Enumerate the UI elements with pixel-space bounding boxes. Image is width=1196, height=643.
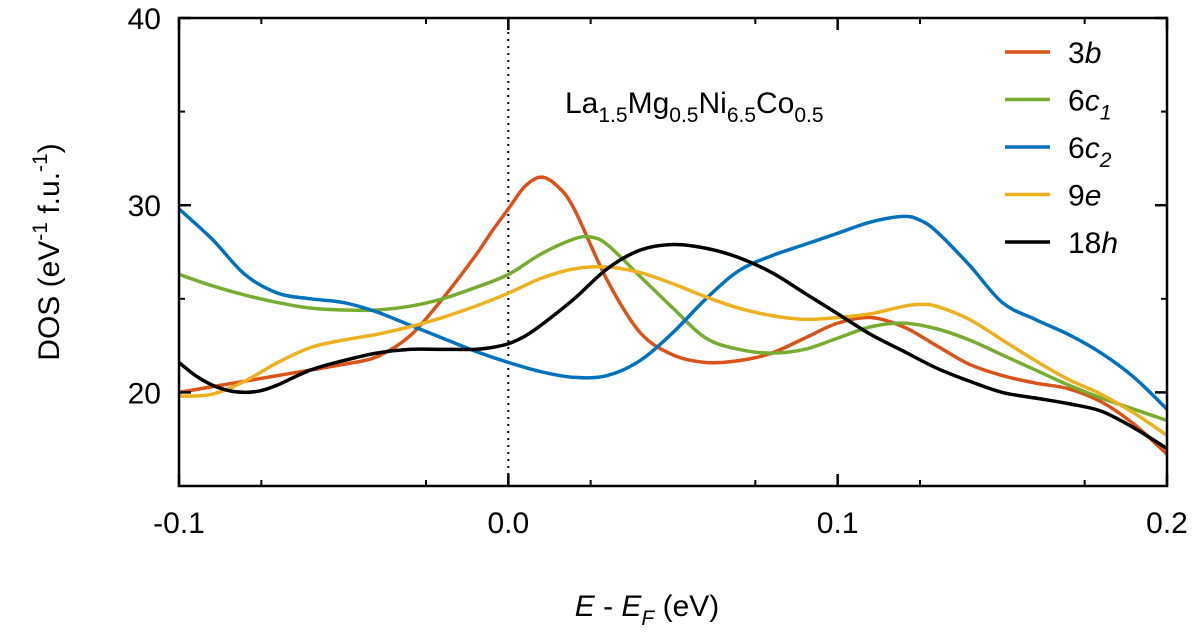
x-tick-label: 0.1 — [817, 507, 859, 540]
series-line-6c2 — [179, 207, 1167, 411]
compound-formula-annotation: La1.5Mg0.5Ni6.5Co0.5 — [565, 87, 824, 127]
series-layer — [179, 175, 1167, 456]
legend-label-6c1: 6c1 — [1068, 85, 1111, 125]
legend-label-6c2: 6c2 — [1068, 132, 1112, 172]
y-tick-label: 30 — [128, 190, 161, 223]
legend-label-3b: 3b — [1068, 37, 1101, 70]
x-tick-label: 0.0 — [487, 507, 529, 540]
y-axis-title: DOS (eV-1 f.u.-1) — [29, 143, 66, 360]
y-tick-label: 20 — [128, 377, 161, 410]
series-line-6c1 — [179, 234, 1167, 423]
ticks-layer — [177, 16, 1169, 486]
x-tick-label: 0.2 — [1146, 507, 1188, 540]
legend: 3b 6c1 6c2 9e 18h — [1005, 37, 1118, 260]
series-line-9e — [179, 264, 1167, 438]
series-line-18h — [179, 242, 1167, 451]
legend-label-9e: 9e — [1068, 180, 1101, 213]
legend-label-18h: 18h — [1068, 227, 1118, 260]
tick-labels: -0.1 0.0 0.1 0.2 20 30 40 — [128, 3, 1188, 540]
x-axis-title: E - EF (eV) — [575, 590, 720, 630]
y-tick-label: 40 — [128, 3, 161, 36]
series-line-3b — [179, 175, 1167, 456]
x-tick-label: -0.1 — [153, 507, 205, 540]
plot-frame — [177, 16, 1169, 488]
